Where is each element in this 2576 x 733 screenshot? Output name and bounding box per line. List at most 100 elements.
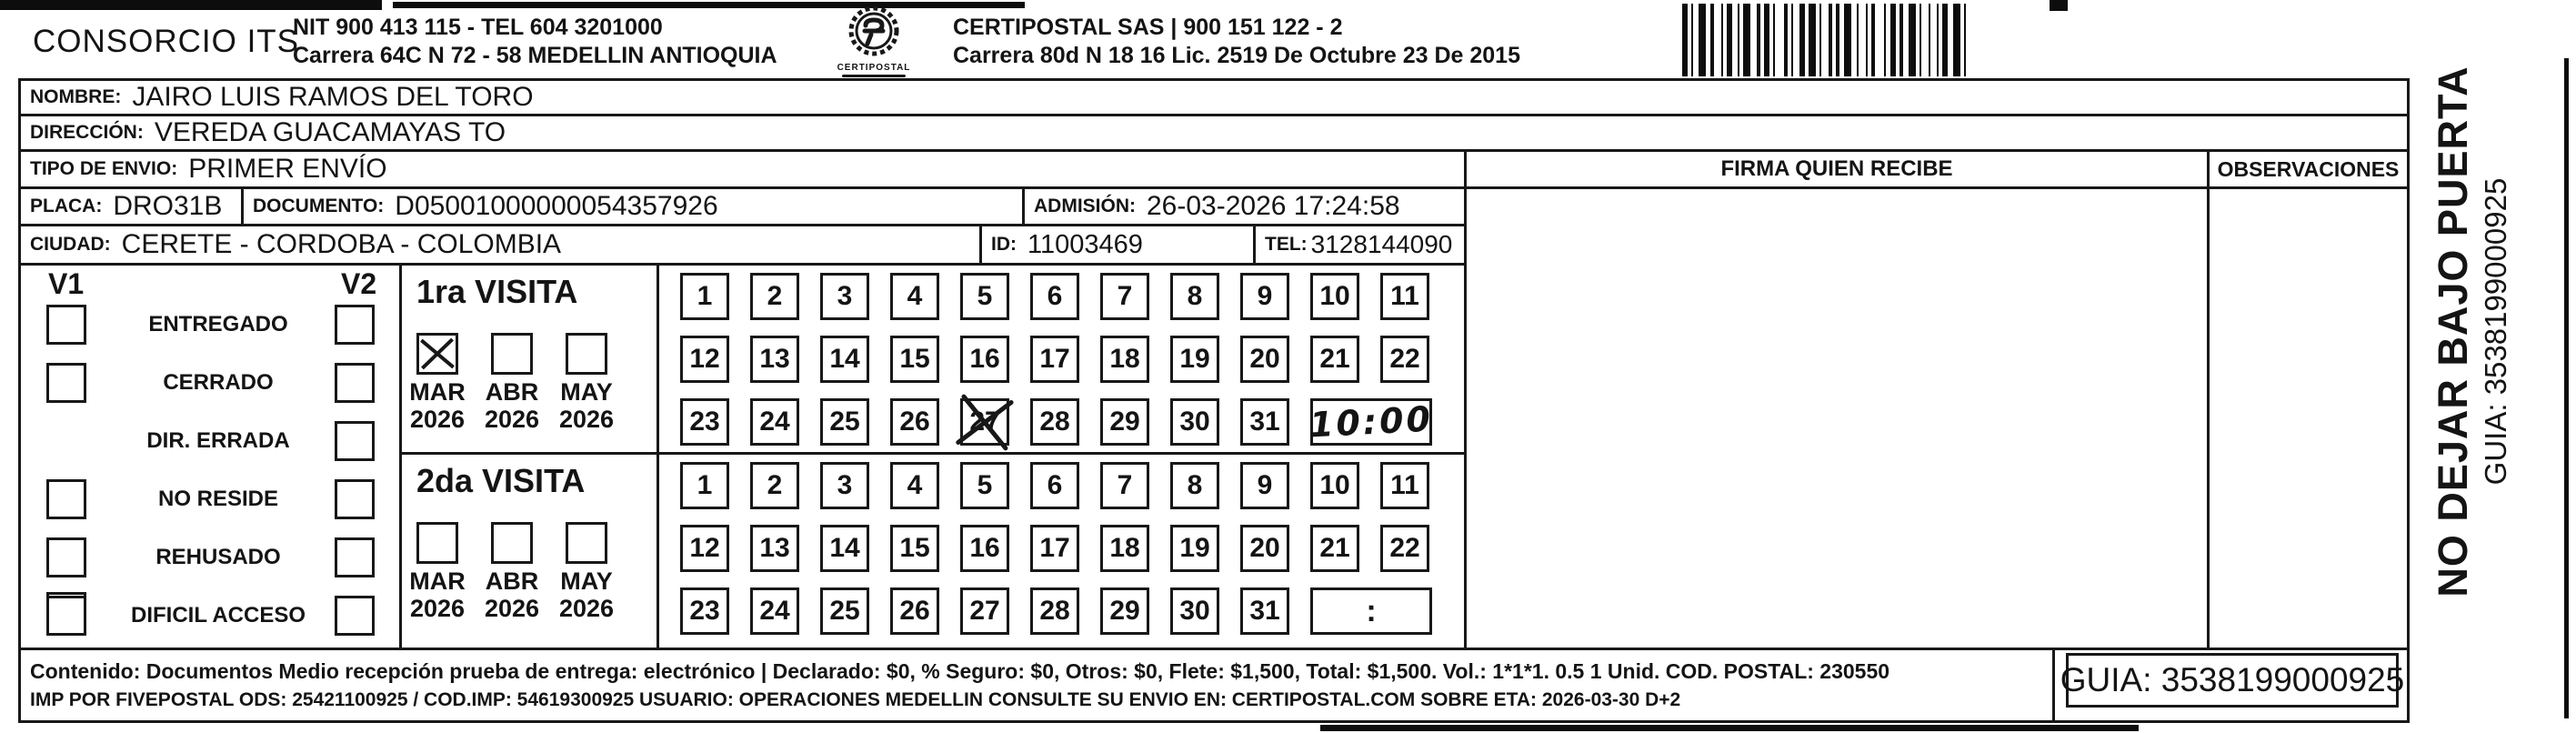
plate-cell: PLACA: DRO31B: [18, 186, 244, 226]
status-checkbox-v2-1: [335, 305, 375, 345]
month-option: ABR 2026: [483, 522, 541, 622]
day-cell: 3: [820, 462, 869, 509]
company-name: CONSORCIO ITS: [33, 24, 300, 59]
barcode-bar: [1919, 4, 1922, 76]
month-year: 2026: [409, 595, 466, 622]
city-label: CIUDAD:: [30, 234, 111, 255]
name-value: JAIRO LUIS RAMOS DEL TORO: [132, 82, 534, 112]
day-cell: 14: [820, 525, 869, 572]
status-label: REHUSADO: [155, 545, 281, 569]
shipment-type-row: TIPO DE ENVIO: PRIMER ENVÍO: [18, 149, 1467, 189]
barcode-bar: [1699, 4, 1707, 76]
day-cell: 27: [960, 587, 1009, 635]
day-cell: 2: [750, 462, 799, 509]
visit-2-box: 2da VISITA MAR 2026 ABR 2026 MAY 2026: [399, 452, 659, 650]
status-label: CERRADO: [163, 370, 274, 395]
month-year: 2026: [484, 406, 540, 433]
barcode-bar: [1929, 4, 1931, 76]
month-year: 2026: [558, 595, 615, 622]
day-cell: 31: [1240, 398, 1289, 446]
barcode-bar: [1941, 4, 1948, 76]
calendar-1: 1 2 3 4 5 6 7 8 9 10 11 12 13 14 15 16 17 18 19 20 21 22 23 24 2…: [657, 263, 1467, 455]
day-cell: 13: [750, 525, 799, 572]
day-cell: 14: [820, 336, 869, 383]
address-value: VEREDA GUACAMAYAS TO: [154, 117, 506, 147]
visit1-column-header: V1: [48, 267, 85, 300]
barcode-bar: [1709, 4, 1714, 76]
day-cell: 17: [1030, 525, 1079, 572]
document-cell: DOCUMENTO: D05001000000054357926: [241, 186, 1025, 226]
day-cell: 19: [1170, 525, 1219, 572]
id-cell: ID: 11003469: [979, 224, 1256, 266]
day-cell: 9: [1240, 462, 1289, 509]
day-cell: 12: [680, 336, 729, 383]
barcode-bar: [1720, 4, 1723, 76]
day-cell: 10: [1310, 273, 1359, 320]
signature-area: [1464, 186, 2210, 650]
barcode-bar: [1871, 4, 1876, 76]
day-cell: 31: [1240, 587, 1289, 635]
barcode-bar: [1909, 4, 1916, 76]
day-cell: 23: [680, 587, 729, 635]
day-cell: 6: [1030, 273, 1079, 320]
status-label: ENTREGADO: [148, 312, 288, 336]
day-cell: 15: [890, 336, 939, 383]
day-cell: 9: [1240, 273, 1289, 320]
day-cell: 7: [1100, 462, 1149, 509]
day-cell: 28: [1030, 587, 1079, 635]
month-year: 2026: [409, 406, 466, 433]
month-checkbox-abr: [491, 522, 533, 564]
time-value: 10:00: [1308, 398, 1435, 446]
company-nit-line: NIT 900 413 115 - TEL 604 3201000: [293, 15, 663, 40]
month-option: MAY 2026: [557, 522, 616, 622]
certipostal-name-line: CERTIPOSTAL SAS | 900 151 122 - 2: [953, 15, 1343, 40]
city-cell: CIUDAD: CERETE - CORDOBA - COLOMBIA: [18, 224, 982, 266]
month-option: ABR 2026: [483, 333, 541, 433]
visit-2-title: 2da VISITA: [416, 462, 586, 499]
day-cell: 26: [890, 398, 939, 446]
status-section: V1 V2 ENTREGADO CERRADO DIR. ERRADA NO RESI…: [18, 263, 402, 650]
do-not-leave-warning: NO DEJAR BAJO PUERTA: [2430, 65, 2476, 597]
barcode-bar: [1784, 4, 1789, 76]
day-cell: 8: [1170, 273, 1219, 320]
day-cell: 2: [750, 273, 799, 320]
footer-summary: Contenido: Documentos Medio recepción pr…: [18, 648, 2055, 723]
address-row: DIRECCIÓN: VEREDA GUACAMAYAS TO: [18, 114, 2410, 152]
barcode-bar: [1889, 4, 1896, 76]
day-cell: 7: [1100, 273, 1149, 320]
city-value: CERETE - CORDOBA - COLOMBIA: [121, 229, 562, 259]
side-note: NO DEJAR BAJO PUERTA GUIA: 3538199000925: [2419, 65, 2524, 597]
barcode-bar: [1738, 4, 1740, 76]
day-cell: 20: [1240, 336, 1289, 383]
stamp-underline: [842, 75, 906, 77]
guia-number: GUIA: 3538199000925: [2060, 653, 2404, 708]
id-value: 11003469: [1027, 229, 1143, 259]
certipostal-stamp-icon: [848, 5, 899, 56]
plate-value: DRO31B: [113, 191, 223, 221]
status-checkbox-v1-4: [46, 479, 86, 519]
month-name: MAY: [560, 378, 613, 406]
certipostal-address-line: Carrera 80d N 18 16 Lic. 2519 De Octubre…: [953, 43, 1520, 68]
id-label: ID:: [991, 234, 1017, 255]
certipostal-logo: CERTIPOSTAL: [835, 4, 913, 77]
document-label: DOCUMENTO:: [253, 196, 385, 216]
day-cell: 23: [680, 398, 729, 446]
day-cell: 5: [960, 462, 1009, 509]
visit-1-box: 1ra VISITA MAR 2026 ABR 2026 MAY 2026: [399, 263, 659, 455]
day-cell: 28: [1030, 398, 1079, 446]
barcode-bar: [1799, 4, 1805, 76]
visit2-column-header: V2: [341, 267, 377, 300]
status-checkbox-v1-1: [46, 305, 86, 345]
footer-content-line: Contenido: Documentos Medio recepción pr…: [30, 659, 1890, 683]
day-cell: 15: [890, 525, 939, 572]
barcode-bar: [1866, 4, 1868, 76]
document-value: D05001000000054357926: [395, 191, 718, 221]
day-cell: 20: [1240, 525, 1289, 572]
phone-cell: TEL: 3128144090: [1253, 224, 1467, 266]
barcode-bar: [1819, 4, 1821, 76]
day-cell: 24: [750, 398, 799, 446]
day-cell: 22: [1380, 336, 1429, 383]
status-label: NO RESIDE: [157, 487, 279, 511]
day-cell: 1: [680, 462, 729, 509]
day-cell: 25: [820, 587, 869, 635]
